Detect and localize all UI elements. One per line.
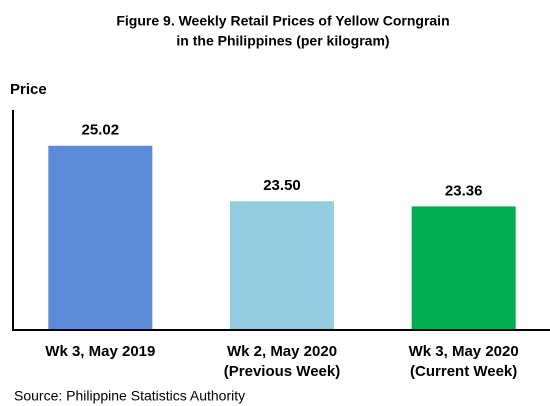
value-label: 25.02 (82, 122, 120, 139)
x-tick-label: Wk 3, May 2020 (409, 343, 519, 360)
chart-title: Figure 9. Weekly Retail Prices of Yellow… (116, 13, 449, 29)
bar (411, 206, 516, 329)
chart-title: in the Philippines (per kilogram) (176, 33, 389, 49)
value-label: 23.36 (445, 182, 483, 199)
value-label: 23.50 (263, 177, 301, 194)
x-tick-label: (Current Week) (410, 363, 517, 380)
x-tick-label: Wk 2, May 2020 (227, 343, 337, 360)
x-tick-label: (Previous Week) (224, 363, 340, 380)
x-tick-label: Wk 3, May 2019 (45, 343, 155, 360)
bar (230, 201, 334, 329)
source-note: Source: Philippine Statistics Authority (14, 388, 245, 404)
y-axis-label: Price (10, 81, 47, 98)
bar (48, 145, 153, 329)
